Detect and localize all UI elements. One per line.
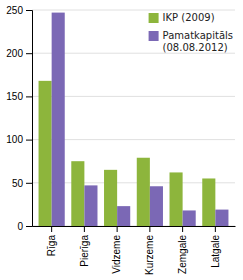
- y-tick: 200: [6, 48, 32, 59]
- x-tick-label: Latgale: [210, 235, 221, 268]
- bar: [183, 210, 196, 226]
- x-tick-mark: [215, 226, 216, 232]
- x-tick-label: Rīga: [46, 235, 57, 257]
- y-tick: 250: [6, 5, 32, 16]
- x-tick-mark: [117, 226, 118, 232]
- chart: 0 50 100 150 200 250 Rīga Pierīga Vidzeme Kurzeme…: [0, 0, 243, 280]
- y-tick-label: 200: [6, 48, 23, 59]
- legend-entry: IKP (2009): [149, 12, 215, 23]
- x-axis: Rīga Pierīga Vidzeme Kurzeme Zemgale Latgale: [33, 226, 236, 275]
- bar: [71, 161, 84, 226]
- x-tick-mark: [182, 226, 183, 232]
- y-tick: 50: [12, 178, 32, 189]
- y-tick-mark: [26, 183, 32, 184]
- x-tick: Kurzeme: [144, 226, 155, 275]
- x-tick: Vidzeme: [111, 226, 122, 274]
- y-tick: 150: [6, 91, 32, 102]
- x-tick: Zemgale: [177, 226, 188, 274]
- y-axis: 0 50 100 150 200 250: [6, 5, 32, 232]
- x-tick-label: Kurzeme: [144, 235, 155, 275]
- legend-swatch: [149, 31, 159, 41]
- bar: [150, 186, 163, 226]
- grid-line: [32, 10, 235, 11]
- legend: IKP (2009) Pamatkapitāls(08.08.2012): [149, 12, 233, 53]
- bar: [137, 158, 150, 226]
- x-tick-label: Vidzeme: [111, 235, 122, 274]
- bar: [117, 206, 130, 226]
- y-tick-mark: [26, 140, 32, 141]
- bar: [104, 170, 117, 226]
- x-axis-line: [33, 226, 236, 227]
- legend-label: IKP (2009): [163, 12, 215, 23]
- legend-swatch: [149, 13, 159, 23]
- y-tick-mark: [26, 10, 32, 11]
- bar: [84, 185, 97, 226]
- bar: [39, 81, 52, 226]
- bar-series: [39, 81, 216, 226]
- y-tick-label: 50: [12, 178, 24, 189]
- y-axis-line: [26, 11, 33, 227]
- y-tick-label: 250: [6, 5, 23, 16]
- x-tick: Latgale: [210, 226, 221, 268]
- x-tick: Rīga: [46, 226, 57, 256]
- legend-label: Pamatkapitāls(08.08.2012): [163, 30, 233, 53]
- plot: 0 50 100 150 200 250 Rīga Pierīga Vidzeme Kurzeme…: [6, 5, 235, 275]
- y-tick-mark: [26, 226, 32, 227]
- bar: [52, 13, 65, 226]
- grid: [32, 10, 235, 226]
- bar: [215, 210, 228, 226]
- bar-series: [52, 13, 229, 226]
- y-tick-label: 100: [6, 134, 23, 145]
- bar: [202, 178, 215, 226]
- y-tick: 0: [17, 221, 32, 232]
- y-tick: 100: [6, 134, 32, 145]
- y-tick-mark: [26, 53, 32, 54]
- x-tick-mark: [149, 226, 150, 232]
- x-tick-mark: [51, 226, 52, 232]
- x-tick-mark: [84, 226, 85, 232]
- x-tick: Pierīga: [79, 226, 90, 267]
- y-tick-label: 150: [6, 91, 23, 102]
- legend-entry: Pamatkapitāls(08.08.2012): [149, 30, 233, 53]
- x-tick-label: Pierīga: [79, 235, 90, 267]
- y-tick-label: 0: [17, 221, 23, 232]
- y-tick-mark: [26, 96, 32, 97]
- bar: [170, 172, 183, 226]
- bars: [39, 13, 229, 226]
- x-tick-label: Zemgale: [177, 235, 188, 274]
